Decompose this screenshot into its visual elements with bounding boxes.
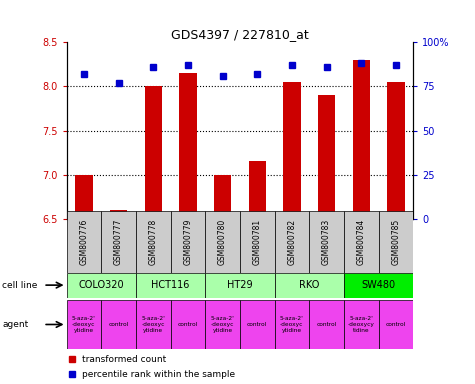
- Text: GSM800777: GSM800777: [114, 219, 123, 265]
- Text: GSM800784: GSM800784: [357, 219, 366, 265]
- Bar: [136, 300, 171, 349]
- Bar: [275, 211, 309, 273]
- Text: GSM800781: GSM800781: [253, 219, 262, 265]
- Text: cell line: cell line: [2, 281, 38, 290]
- Text: percentile rank within the sample: percentile rank within the sample: [82, 370, 235, 379]
- Bar: [309, 211, 344, 273]
- Bar: [144, 86, 162, 219]
- Bar: [240, 300, 275, 349]
- Text: 5-aza-2'
-deoxyc
ytidine: 5-aza-2' -deoxyc ytidine: [210, 316, 235, 333]
- Bar: [352, 60, 370, 219]
- Text: GSM800778: GSM800778: [149, 219, 158, 265]
- Bar: [101, 300, 136, 349]
- Text: control: control: [178, 322, 198, 327]
- Bar: [275, 273, 344, 298]
- Bar: [387, 82, 405, 219]
- Bar: [75, 175, 93, 219]
- Text: GSM800779: GSM800779: [183, 219, 192, 265]
- Bar: [179, 73, 197, 219]
- Bar: [66, 211, 101, 273]
- Bar: [205, 300, 240, 349]
- Text: GSM800780: GSM800780: [218, 219, 227, 265]
- Bar: [240, 211, 275, 273]
- Bar: [283, 82, 301, 219]
- Bar: [171, 300, 205, 349]
- Text: GSM800776: GSM800776: [79, 219, 88, 265]
- Bar: [136, 273, 205, 298]
- Bar: [214, 175, 231, 219]
- Text: control: control: [386, 322, 406, 327]
- Text: control: control: [108, 322, 129, 327]
- Bar: [379, 300, 413, 349]
- Bar: [101, 211, 136, 273]
- Text: SW480: SW480: [361, 280, 396, 290]
- Bar: [318, 95, 335, 219]
- Text: control: control: [247, 322, 267, 327]
- Text: transformed count: transformed count: [82, 355, 166, 364]
- Text: agent: agent: [2, 320, 28, 329]
- Bar: [171, 211, 205, 273]
- Bar: [205, 211, 240, 273]
- Bar: [66, 273, 136, 298]
- Text: control: control: [316, 322, 337, 327]
- Bar: [344, 273, 413, 298]
- Bar: [136, 211, 171, 273]
- Text: 5-aza-2'
-deoxycy
tidine: 5-aza-2' -deoxycy tidine: [348, 316, 375, 333]
- Bar: [205, 273, 275, 298]
- Bar: [248, 161, 266, 219]
- Bar: [309, 300, 344, 349]
- Text: GSM800782: GSM800782: [287, 219, 296, 265]
- Text: 5-aza-2'
-deoxyc
ytidine: 5-aza-2' -deoxyc ytidine: [72, 316, 96, 333]
- Text: RKO: RKO: [299, 280, 319, 290]
- Text: HT29: HT29: [227, 280, 253, 290]
- Text: GSM800783: GSM800783: [322, 219, 331, 265]
- Text: 5-aza-2'
-deoxyc
ytidine: 5-aza-2' -deoxyc ytidine: [141, 316, 165, 333]
- Bar: [275, 300, 309, 349]
- Title: GDS4397 / 227810_at: GDS4397 / 227810_at: [171, 28, 309, 41]
- Text: 5-aza-2'
-deoxyc
ytidine: 5-aza-2' -deoxyc ytidine: [280, 316, 304, 333]
- Bar: [66, 300, 101, 349]
- Text: COLO320: COLO320: [78, 280, 124, 290]
- Bar: [344, 211, 379, 273]
- Bar: [344, 300, 379, 349]
- Bar: [110, 210, 127, 219]
- Text: HCT116: HCT116: [152, 280, 190, 290]
- Text: GSM800785: GSM800785: [391, 219, 400, 265]
- Bar: [379, 211, 413, 273]
